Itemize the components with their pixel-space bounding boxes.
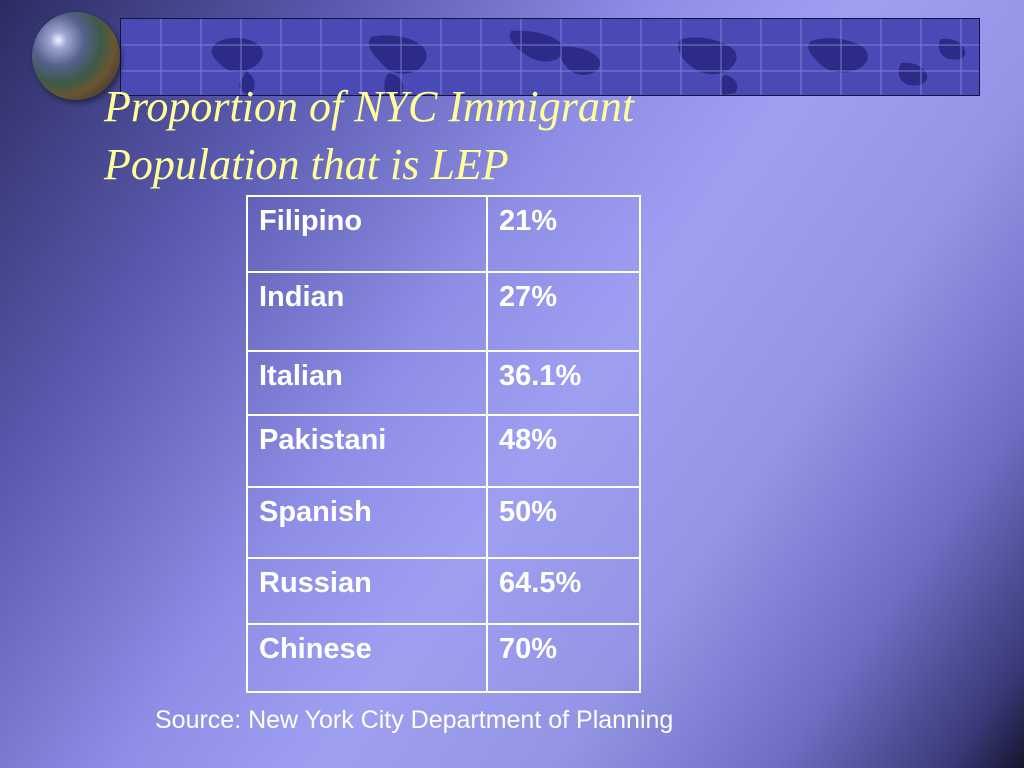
percent-cell: 50% [486, 486, 641, 559]
lep-proportion-table: Filipino 21% Indian 27% Italian 36.1% Pa… [246, 195, 641, 693]
language-cell: Russian [246, 557, 488, 625]
language-cell: Spanish [246, 486, 488, 559]
table-row: Spanish 50% [246, 486, 641, 559]
percent-cell: 64.5% [486, 557, 641, 625]
world-map-banner [120, 18, 980, 96]
globe-icon [32, 12, 120, 100]
percent-cell: 36.1% [486, 350, 641, 416]
table-row: Italian 36.1% [246, 350, 641, 416]
table-row: Chinese 70% [246, 623, 641, 693]
table-row: Russian 64.5% [246, 557, 641, 625]
table-row: Filipino 21% [246, 195, 641, 273]
slide-title: Proportion of NYC Immigrant Population t… [104, 78, 634, 194]
language-cell: Pakistani [246, 414, 488, 488]
slide-title-line-2: Population that is LEP [104, 140, 509, 189]
language-cell: Italian [246, 350, 488, 416]
slide-title-line-1: Proportion of NYC Immigrant [104, 82, 635, 131]
table-row: Pakistani 48% [246, 414, 641, 488]
percent-cell: 48% [486, 414, 641, 488]
percent-cell: 21% [486, 195, 641, 273]
percent-cell: 27% [486, 271, 641, 352]
language-cell: Indian [246, 271, 488, 352]
world-map-graphic [121, 19, 979, 95]
percent-cell: 70% [486, 623, 641, 693]
language-cell: Filipino [246, 195, 488, 273]
language-cell: Chinese [246, 623, 488, 693]
table-row: Indian 27% [246, 271, 641, 352]
source-citation: Source: New York City Department of Plan… [155, 706, 674, 734]
